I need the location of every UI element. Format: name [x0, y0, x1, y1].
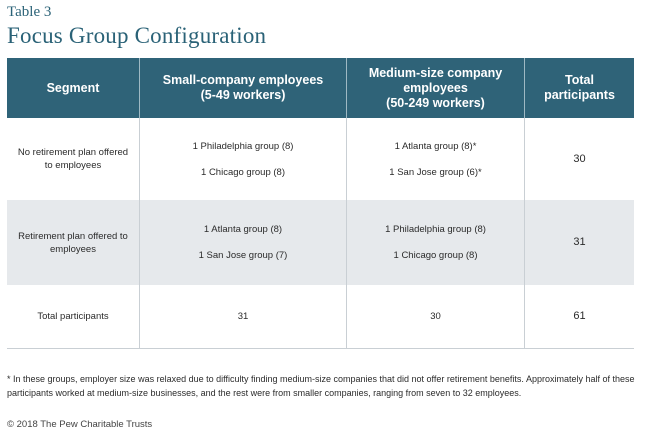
segment-label: Retirement plan offered to employees	[18, 230, 128, 255]
table-row: No retirement plan offered to employees …	[7, 118, 634, 200]
small-company-total: 31	[237, 311, 249, 322]
grand-total: 61	[573, 310, 586, 322]
header-medium-company-label: Medium-size company employees (50-249 wo…	[368, 65, 503, 110]
footnote: * In these groups, employer size was rel…	[7, 374, 635, 398]
focus-group-table: Segment Small-company employees (5-49 wo…	[7, 58, 634, 349]
segment-cell: Total participants	[7, 285, 140, 348]
group-entry: 1 Chicago group (8)	[201, 166, 285, 178]
total-value: 30	[573, 152, 586, 165]
grand-total-cell: 61	[525, 285, 634, 348]
group-entry: 1 Philadelphia group (8)	[192, 140, 294, 152]
total-value: 31	[573, 236, 586, 248]
table-title: Focus Group Configuration	[7, 23, 267, 48]
table-label: Table 3	[7, 4, 52, 20]
header-total-label: Total participants	[544, 73, 615, 102]
header-segment: Segment	[7, 58, 140, 118]
header-medium-company: Medium-size company employees (50-249 wo…	[347, 58, 525, 118]
total-cell: 31	[525, 200, 634, 285]
segment-label: No retirement plan offered to employees	[17, 147, 129, 171]
group-entry: 1 San Jose group (6)*	[389, 166, 482, 178]
group-entry: 1 Chicago group (8)	[393, 250, 478, 261]
medium-company-cell: 1 Philadelphia group (8) 1 Chicago group…	[347, 200, 525, 285]
table-header-row: Segment Small-company employees (5-49 wo…	[7, 58, 634, 118]
medium-company-cell: 1 Atlanta group (8)* 1 San Jose group (6…	[347, 118, 525, 200]
group-entry: 1 Atlanta group (8)	[203, 224, 283, 235]
segment-cell: No retirement plan offered to employees	[7, 118, 140, 200]
header-small-company: Small-company employees (5-49 workers)	[140, 58, 347, 118]
segment-cell: Retirement plan offered to employees	[7, 200, 140, 285]
medium-company-total: 30	[430, 311, 441, 322]
table-row-totals: Total participants 31 30 61	[7, 285, 634, 349]
small-company-cell: 1 Atlanta group (8) 1 San Jose group (7)	[140, 200, 347, 285]
copyright: © 2018 The Pew Charitable Trusts	[7, 419, 153, 430]
segment-label: Total participants	[37, 311, 109, 322]
total-cell: 30	[525, 118, 634, 200]
table-row: Retirement plan offered to employees 1 A…	[7, 200, 634, 285]
medium-company-total-cell: 30	[347, 285, 525, 348]
group-entry: 1 Atlanta group (8)*	[394, 140, 477, 152]
header-total: Total participants	[525, 58, 634, 118]
group-entry: 1 San Jose group (7)	[198, 250, 288, 261]
group-entry: 1 Philadelphia group (8)	[385, 224, 486, 235]
small-company-cell: 1 Philadelphia group (8) 1 Chicago group…	[140, 118, 347, 200]
small-company-total-cell: 31	[140, 285, 347, 348]
header-small-company-label: Small-company employees (5-49 workers)	[162, 73, 324, 102]
header-segment-label: Segment	[46, 80, 100, 95]
